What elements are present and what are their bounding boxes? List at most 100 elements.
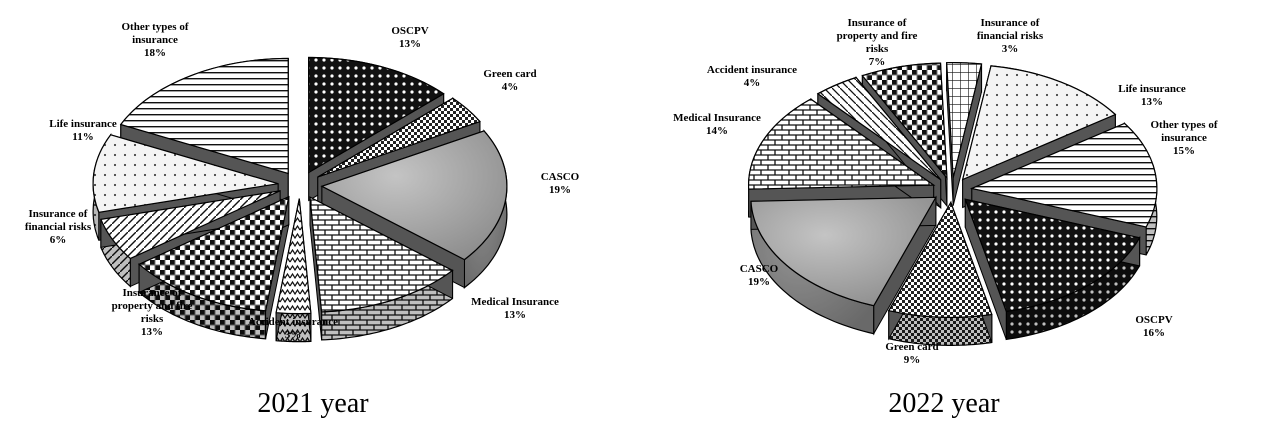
slice-labels: OSCPV 13%Green card 4%CASCO 19%Medical Insu… bbox=[25, 21, 580, 341]
label-casco: CASCO 19% bbox=[740, 263, 779, 288]
label-value-medical-insurance: 14% bbox=[706, 125, 728, 137]
slice-green-card bbox=[887, 200, 993, 346]
slice-top-green-card bbox=[887, 200, 993, 318]
pie-chart-2022: Insurance of financial risks 3% Life insura… bbox=[632, 0, 1263, 423]
slice-top-insurance-of-financial-risks bbox=[100, 190, 281, 260]
slice-side-shade-accident-insurance bbox=[276, 312, 311, 342]
label-name-line: risks bbox=[866, 43, 889, 55]
slice-medical-insurance bbox=[309, 196, 454, 341]
label-name-line: OSCPV bbox=[391, 25, 428, 37]
slice-side-shade-oscpv bbox=[1006, 237, 1140, 340]
label-name-line: Insurance of bbox=[981, 17, 1040, 29]
label-name-line: Green card bbox=[483, 68, 536, 80]
label-name-line: Life insurance bbox=[1118, 83, 1186, 95]
label-value-insurance-of-property-and-fire-risks: 13% bbox=[141, 326, 163, 338]
label-name-line: insurance bbox=[1161, 132, 1207, 144]
label-value-accident-insurance: 3% bbox=[285, 329, 302, 341]
slice-top-other-types-of-insurance bbox=[119, 57, 289, 175]
label-medical-insurance: Medical Insurance 13% bbox=[471, 296, 559, 321]
label-name-line: Insurance of bbox=[848, 17, 907, 29]
slice-top-accident-insurance bbox=[275, 198, 312, 315]
label-value-life-insurance: 13% bbox=[1141, 96, 1163, 108]
slice-casco bbox=[750, 195, 937, 336]
pie-slices bbox=[748, 62, 1158, 346]
label-name-line: Insurance of bbox=[29, 208, 88, 220]
label-name-line: CASCO bbox=[541, 171, 580, 183]
label-value-other-types-of-insurance: 15% bbox=[1173, 145, 1195, 157]
slice-side-shade-green-card bbox=[888, 310, 992, 346]
label-value-accident-insurance: 4% bbox=[744, 77, 761, 89]
slice-top-insurance-of-property-and-fire-risks bbox=[137, 195, 290, 312]
slice-oscpv bbox=[964, 198, 1141, 341]
label-accident-insurance: Accident insurance 3% bbox=[248, 316, 338, 341]
label-name-line: CASCO bbox=[740, 263, 779, 275]
slice-side-shade-casco bbox=[751, 201, 874, 334]
label-value-oscpv: 16% bbox=[1143, 327, 1165, 339]
label-name-line: Other types of bbox=[1150, 119, 1217, 131]
slice-top-accident-insurance bbox=[816, 76, 942, 181]
slice-top-medical-insurance bbox=[748, 98, 936, 190]
label-name-line: property and fire bbox=[112, 300, 193, 312]
label-value-casco: 19% bbox=[748, 276, 770, 288]
slice-side-shade-insurance-of-property-and-fire-risks bbox=[139, 264, 266, 339]
slice-top-insurance-of-financial-risks bbox=[946, 62, 983, 178]
label-insurance-of-property-and-fire-risks: Insurance of property and fire risks 7% bbox=[837, 17, 918, 68]
label-value-casco: 19% bbox=[549, 184, 571, 196]
slice-top-other-types-of-insurance bbox=[969, 122, 1158, 228]
label-other-types-of-insurance: Other types of insurance 18% bbox=[121, 21, 188, 59]
pie-chart-2022-svg: Insurance of financial risks 3%Life insura… bbox=[673, 17, 1218, 419]
slice-insurance-of-property-and-fire-risks bbox=[137, 195, 290, 340]
chart-title: 2022 year bbox=[888, 388, 1000, 419]
slice-top-casco bbox=[320, 130, 508, 261]
slice-labels: Insurance of financial risks 3%Life insura… bbox=[673, 17, 1218, 366]
slice-top-green-card bbox=[317, 97, 481, 178]
pie-chart-2021: OSCPV 13% Green card 4% CASCO 19% Medical Insu… bbox=[0, 0, 630, 423]
label-name-line: OSCPV bbox=[1135, 314, 1172, 326]
label-name-line: financial risks bbox=[977, 30, 1044, 42]
slice-top-casco bbox=[750, 196, 937, 307]
label-green-card: Green card 4% bbox=[483, 68, 536, 93]
slice-top-oscpv bbox=[308, 56, 445, 174]
chart-title: 2021 year bbox=[257, 388, 369, 419]
label-value-oscpv: 13% bbox=[399, 38, 421, 50]
pie-chart-2021-svg: OSCPV 13%Green card 4%CASCO 19%Medical Insu… bbox=[25, 21, 580, 419]
label-name-line: Insurance of bbox=[123, 287, 182, 299]
label-insurance-of-financial-risks: Insurance of financial risks 3% bbox=[977, 17, 1044, 55]
label-name-line: Medical Insurance bbox=[471, 296, 559, 308]
label-value-other-types-of-insurance: 18% bbox=[144, 47, 166, 59]
label-name-line: Life insurance bbox=[49, 118, 117, 130]
slice-accident-insurance bbox=[275, 198, 312, 343]
label-name-line: Other types of bbox=[121, 21, 188, 33]
label-value-insurance-of-property-and-fire-risks: 7% bbox=[869, 56, 886, 68]
label-name-line: insurance bbox=[132, 34, 178, 46]
slice-insurance-of-financial-risks bbox=[946, 62, 983, 206]
label-medical-insurance: Medical Insurance 14% bbox=[673, 112, 761, 137]
label-insurance-of-property-and-fire-risks: Insurance of property and fire risks 13% bbox=[112, 287, 193, 338]
slice-top-life-insurance bbox=[961, 65, 1117, 181]
label-life-insurance: Life insurance 11% bbox=[49, 118, 117, 143]
label-name-line: financial risks bbox=[25, 221, 92, 233]
label-name-line: Accident insurance bbox=[248, 316, 338, 328]
label-value-life-insurance: 11% bbox=[72, 131, 93, 143]
label-name-line: Green card bbox=[885, 341, 938, 353]
label-green-card: Green card 9% bbox=[885, 341, 938, 366]
label-oscpv: OSCPV 13% bbox=[391, 25, 428, 50]
label-name-line: Accident insurance bbox=[707, 64, 797, 76]
slice-top-medical-insurance bbox=[309, 196, 454, 313]
slice-side-shade-medical-insurance bbox=[321, 270, 453, 340]
label-insurance-of-financial-risks: Insurance of financial risks 6% bbox=[25, 208, 92, 246]
label-accident-insurance: Accident insurance 4% bbox=[707, 64, 797, 89]
slice-top-life-insurance bbox=[92, 134, 279, 213]
label-value-insurance-of-financial-risks: 6% bbox=[50, 234, 67, 246]
label-other-types-of-insurance: Other types of insurance 15% bbox=[1150, 119, 1217, 157]
label-name-line: property and fire bbox=[837, 30, 918, 42]
pie-slices bbox=[92, 56, 508, 343]
label-casco: CASCO 19% bbox=[541, 171, 580, 196]
label-life-insurance: Life insurance 13% bbox=[1118, 83, 1186, 108]
slice-top-insurance-of-property-and-fire-risks bbox=[861, 62, 948, 180]
label-name-line: Medical Insurance bbox=[673, 112, 761, 124]
label-value-insurance-of-financial-risks: 3% bbox=[1002, 43, 1019, 55]
label-value-medical-insurance: 13% bbox=[504, 309, 526, 321]
label-value-green-card: 9% bbox=[904, 354, 921, 366]
slice-top-oscpv bbox=[964, 198, 1141, 313]
